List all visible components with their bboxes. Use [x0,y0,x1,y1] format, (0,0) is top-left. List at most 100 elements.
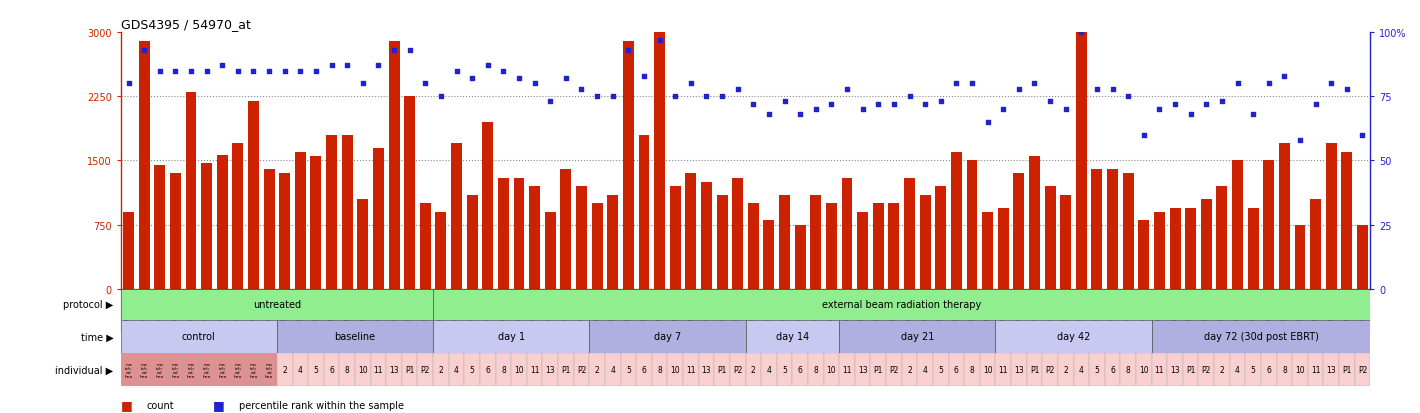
Point [290,68,312,75]
Bar [1198,353,1214,386]
Point [741,102,764,108]
Bar [792,289,808,332]
Bar [371,289,386,332]
Bar [1089,353,1105,386]
Text: 11: 11 [373,365,383,374]
Point [321,63,344,70]
Bar [1339,289,1355,332]
Bar [1277,289,1292,332]
Point [179,68,202,75]
Text: baseline: baseline [335,332,375,342]
Text: P2: P2 [889,365,899,374]
Bar [152,289,168,332]
Point [883,102,906,108]
Bar [480,353,496,386]
Bar [667,289,683,332]
Bar [1136,353,1152,386]
Bar [1230,353,1245,386]
Text: P2: P2 [1201,365,1211,374]
Bar [1042,353,1058,386]
Bar [386,353,402,386]
Bar [839,353,855,386]
Point [241,68,264,75]
Text: ma
tch
ed
hea: ma tch ed hea [203,362,210,377]
Text: 4: 4 [1235,365,1240,374]
Bar [699,353,714,386]
Bar [1042,289,1058,332]
Bar [1295,225,1305,289]
Point [226,68,250,75]
Bar [1358,225,1367,289]
Point [165,68,187,75]
Point [648,38,670,44]
Bar [1030,157,1039,289]
Point [960,81,983,88]
Text: 11: 11 [1311,365,1321,374]
Bar [858,212,868,289]
Point [571,86,594,93]
Text: 8: 8 [501,365,506,374]
Bar [121,353,136,386]
Bar [355,353,371,386]
Point [195,68,219,75]
Bar [855,353,870,386]
Point [899,94,922,100]
Bar [405,97,415,289]
Bar [1123,174,1133,289]
Bar [248,101,258,289]
Bar [1355,289,1370,332]
Text: 4: 4 [298,365,302,374]
Text: 13: 13 [389,365,399,374]
Bar [889,204,899,289]
Bar [605,289,621,332]
Text: 5: 5 [626,365,630,374]
Bar [949,353,964,386]
Point [726,86,750,93]
Bar [389,42,399,289]
Text: P1: P1 [1342,365,1352,374]
Bar [464,289,480,332]
Text: control: control [182,332,216,342]
Bar [608,195,618,289]
Text: P2: P2 [420,365,430,374]
Bar [574,353,589,386]
Bar [951,152,961,289]
Text: ma
tch
ed
hea: ma tch ed hea [219,362,226,377]
Bar [511,353,527,386]
Bar [121,289,433,320]
Point [679,81,701,88]
Bar [452,144,462,289]
Bar [1152,353,1167,386]
Point [304,68,327,75]
Bar [917,353,933,386]
Text: 8: 8 [1126,365,1130,374]
Bar [733,178,743,289]
Text: 2: 2 [439,365,443,374]
Text: ■: ■ [213,398,224,411]
Bar [824,289,839,332]
Bar [464,353,480,386]
Bar [764,221,774,289]
Point [1304,102,1326,108]
Bar [1027,289,1042,332]
Bar [636,353,652,386]
Text: 6: 6 [1110,365,1115,374]
Bar [995,320,1152,353]
Bar [293,289,308,332]
Bar [558,289,574,332]
Bar [1074,289,1089,332]
Point [1196,102,1218,108]
Point [429,94,452,100]
Bar [183,353,199,386]
Bar [449,289,464,332]
Bar [121,320,277,353]
Bar [1108,170,1118,289]
Bar [530,187,540,289]
Text: 13: 13 [1014,365,1024,374]
Bar [795,225,805,289]
Point [946,81,968,88]
Bar [170,174,180,289]
Point [663,94,687,100]
Text: 4: 4 [767,365,771,374]
Point [1335,86,1358,93]
